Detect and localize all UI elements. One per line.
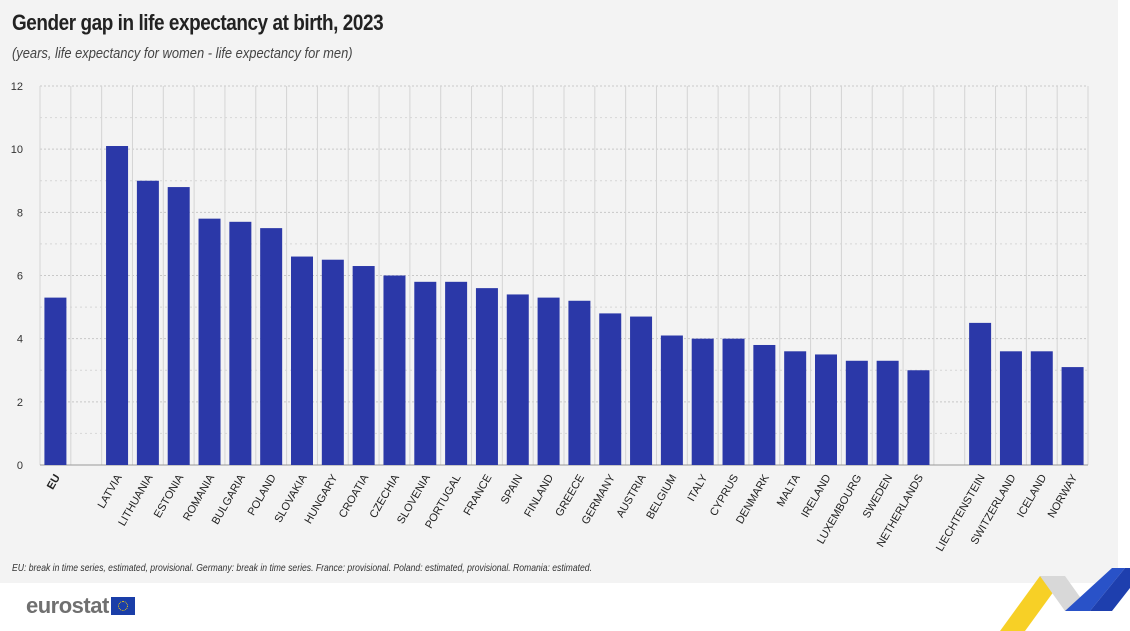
bar-italy bbox=[691, 338, 714, 465]
bar-latvia bbox=[106, 146, 129, 465]
bar-ireland bbox=[815, 354, 837, 465]
y-tick-label: 6 bbox=[17, 271, 23, 283]
x-tick-label: MALTA bbox=[775, 472, 803, 509]
bar-romania bbox=[198, 218, 221, 465]
bar-malta bbox=[784, 351, 807, 465]
x-tick-label: EU bbox=[45, 472, 63, 491]
bar-cyprus bbox=[722, 338, 745, 465]
x-tick-label: POLAND bbox=[246, 472, 279, 517]
x-tick-label: AUSTRIA bbox=[614, 472, 649, 520]
y-tick-label: 0 bbox=[17, 460, 23, 472]
x-tick-label: GREECE bbox=[553, 473, 587, 519]
bar-estonia bbox=[167, 187, 190, 466]
decorative-swoosh bbox=[1000, 568, 1130, 631]
x-tick-label: FINLAND bbox=[522, 472, 556, 519]
y-tick-label: 2 bbox=[17, 397, 23, 409]
bar-poland bbox=[260, 228, 283, 465]
bar-norway bbox=[1061, 367, 1084, 465]
bar-lithuania bbox=[136, 180, 159, 465]
y-tick-label: 4 bbox=[17, 334, 23, 346]
chart-title: Gender gap in life expectancy at birth, … bbox=[12, 10, 384, 35]
bar-netherlands bbox=[907, 370, 930, 465]
bar-croatia bbox=[352, 266, 375, 465]
y-tick-label: 12 bbox=[11, 81, 23, 93]
bar-finland bbox=[537, 297, 560, 465]
bar-luxembourg bbox=[845, 360, 868, 465]
x-tick-label: SPAIN bbox=[499, 472, 526, 506]
bar-czechia bbox=[383, 275, 406, 465]
bar-greece bbox=[568, 300, 591, 465]
bar-hungary bbox=[321, 259, 344, 465]
x-tick-label: FRANCE bbox=[462, 473, 495, 518]
x-tick-label: SWEDEN bbox=[861, 472, 896, 520]
x-tick-label: ICELAND bbox=[1015, 472, 1049, 519]
eu-flag-icon bbox=[110, 597, 135, 615]
x-tick-label: ITALY bbox=[685, 472, 710, 504]
x-tick-label: LATVIA bbox=[96, 472, 125, 511]
bar-iceland bbox=[1030, 351, 1053, 465]
bar-sweden bbox=[876, 360, 899, 465]
bar-denmark bbox=[753, 344, 776, 465]
x-tick-label: ESTONIA bbox=[152, 472, 187, 520]
x-tick-label: NORWAY bbox=[1046, 472, 1081, 520]
y-tick-label: 8 bbox=[17, 207, 23, 219]
y-tick-label: 10 bbox=[11, 144, 23, 156]
x-tick-label: CYPRUS bbox=[708, 473, 741, 519]
bar-eu bbox=[44, 297, 67, 465]
bar-germany bbox=[599, 313, 622, 465]
bar-bulgaria bbox=[229, 221, 252, 465]
footnote: EU: break in time series, estimated, pro… bbox=[12, 562, 592, 574]
bar-spain bbox=[506, 294, 529, 465]
x-tick-label: IRELAND bbox=[799, 472, 833, 519]
bar-portugal bbox=[445, 281, 468, 465]
bar-france bbox=[475, 288, 498, 465]
logo-text: eurostat bbox=[26, 593, 109, 618]
eurostat-logo: eurostat bbox=[26, 593, 135, 619]
x-tick-label: CROATIA bbox=[337, 472, 372, 520]
bar-slovenia bbox=[414, 281, 437, 465]
bar-belgium bbox=[660, 335, 683, 465]
x-tick-label: BELGIUM bbox=[644, 473, 679, 522]
bar-slovakia bbox=[291, 256, 313, 465]
bar-austria bbox=[630, 316, 653, 465]
bar-liechtenstein bbox=[969, 322, 992, 465]
x-tick-label: CZECHIA bbox=[368, 472, 403, 520]
bar-switzerland bbox=[999, 351, 1022, 465]
chart-subtitle: (years, life expectancy for women - life… bbox=[12, 45, 353, 62]
